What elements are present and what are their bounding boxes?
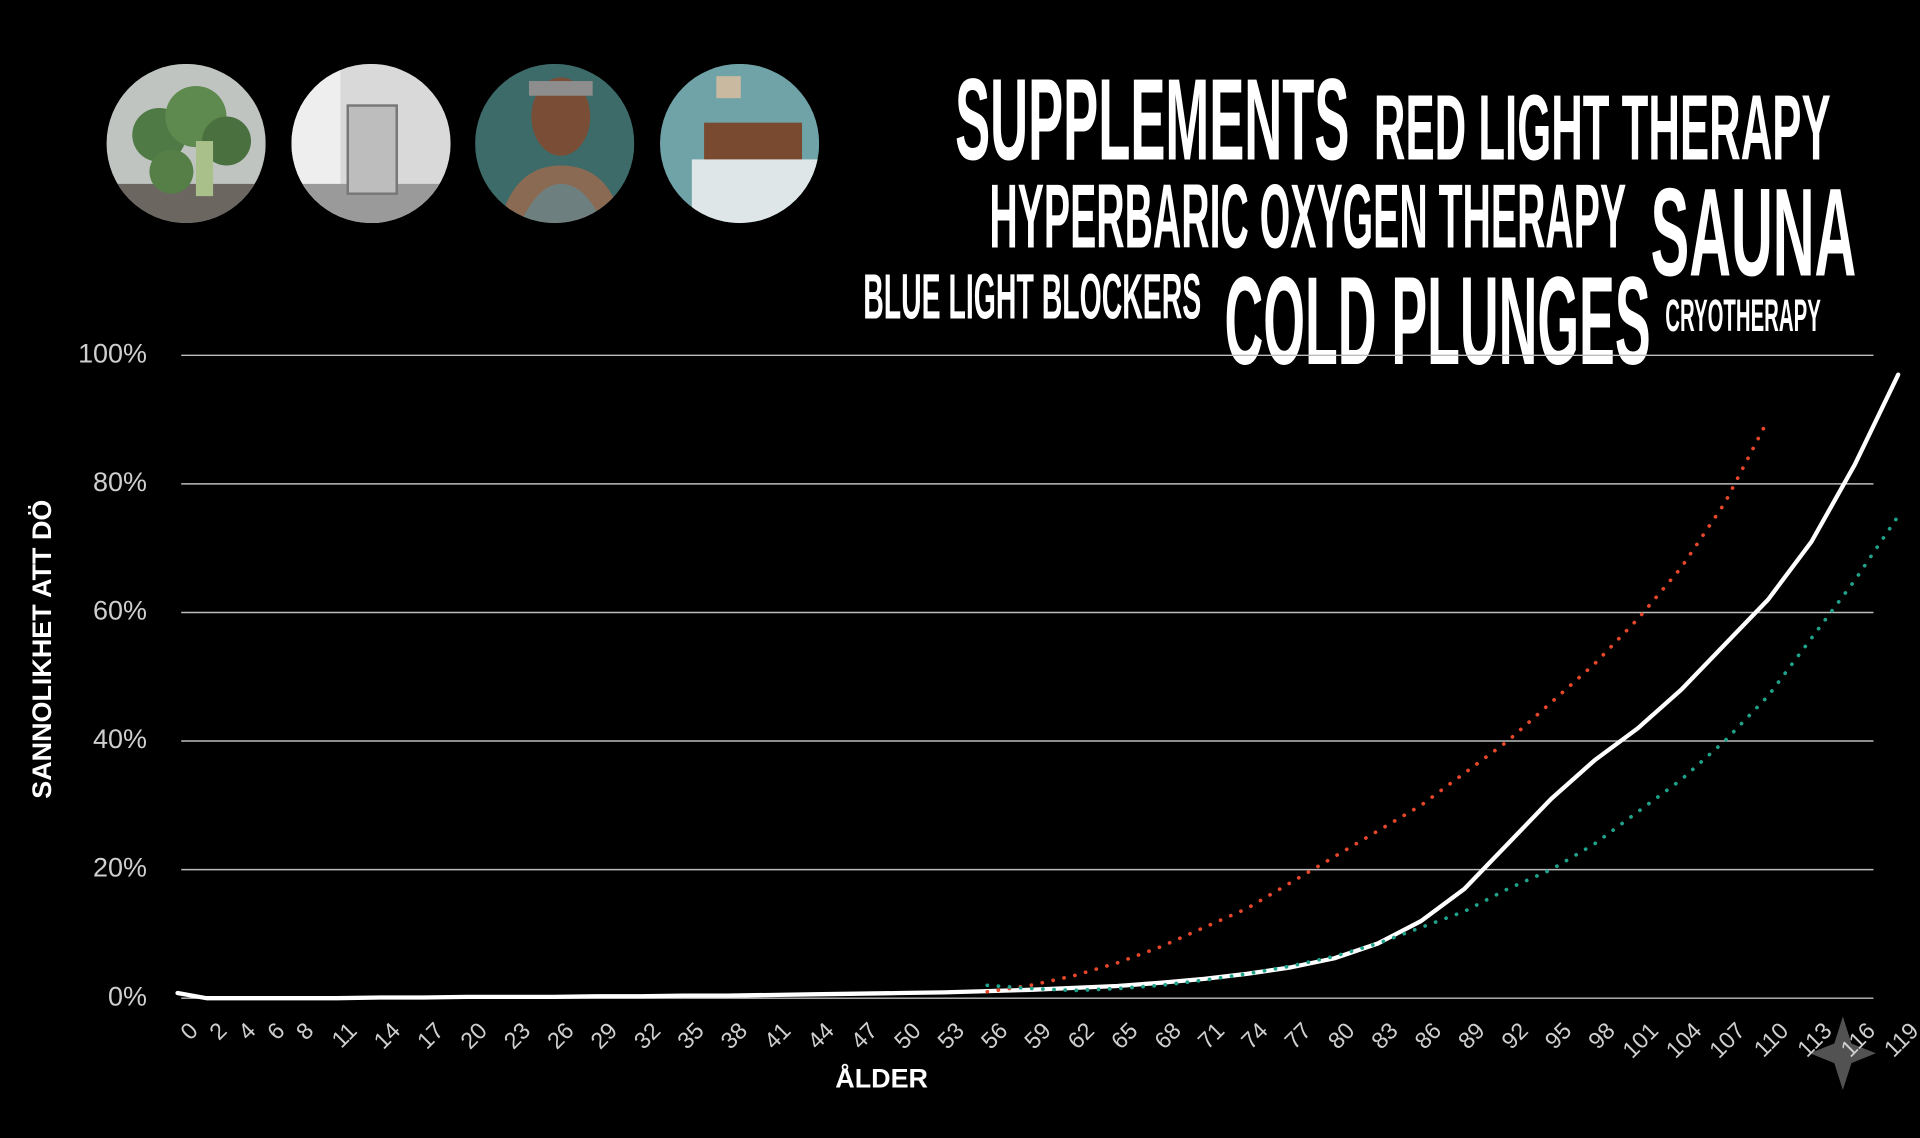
x-tick-label: 14 xyxy=(369,1017,406,1054)
x-tick-label: 17 xyxy=(412,1017,449,1054)
word: CRYOTHERAPY xyxy=(1665,290,1821,341)
x-tick-label: 6 xyxy=(262,1017,290,1045)
y-tick-label: 60% xyxy=(93,596,147,626)
series-line xyxy=(175,372,1901,1001)
y-tick-label: 40% xyxy=(93,724,147,754)
x-tick-label: 20 xyxy=(455,1017,492,1054)
x-tick-label: 44 xyxy=(802,1017,839,1054)
x-tick-label: 53 xyxy=(932,1017,969,1054)
series-line xyxy=(985,417,1770,994)
watermark xyxy=(1809,1016,1876,1091)
word: HYPERBARIC OXYGEN THERAPY xyxy=(989,167,1626,268)
x-tick-label: 56 xyxy=(976,1017,1013,1054)
x-tick-label: 83 xyxy=(1366,1017,1403,1054)
word: RED LIGHT THERAPY xyxy=(1374,75,1831,179)
word-cloud: SUPPLEMENTS RED LIGHT THERAPY HYPERBARIC… xyxy=(863,54,1856,390)
x-tick-label: 2 xyxy=(204,1017,232,1045)
x-tick-label: 11 xyxy=(326,1017,361,1052)
y-tick-label: 80% xyxy=(93,467,147,497)
photo-broccoli xyxy=(106,63,266,224)
x-tick-label: 104 xyxy=(1661,1017,1707,1063)
y-tick-label: 0% xyxy=(108,981,147,1011)
y-tick-label: 100% xyxy=(78,338,147,368)
x-tick-label: 95 xyxy=(1540,1017,1577,1054)
x-axis-title: ÅLDER xyxy=(835,1063,928,1094)
x-tick-label: 65 xyxy=(1106,1017,1143,1054)
x-tick-label: 98 xyxy=(1583,1017,1620,1054)
x-tick-label: 59 xyxy=(1019,1017,1056,1054)
x-tick-label: 0 xyxy=(175,1017,203,1045)
x-tick-label: 62 xyxy=(1063,1017,1100,1054)
x-tick-label: 74 xyxy=(1236,1017,1273,1054)
x-tick-label: 29 xyxy=(585,1017,622,1054)
y-axis-title: SANNOLIKHET ATT DÖ xyxy=(27,500,57,799)
x-tick-label: 92 xyxy=(1496,1017,1533,1054)
x-tick-label: 41 xyxy=(759,1017,796,1054)
x-tick-label: 80 xyxy=(1323,1017,1360,1054)
word: BLUE LIGHT BLOCKERS xyxy=(863,262,1201,333)
x-tick-label: 68 xyxy=(1149,1017,1186,1054)
photo-water-glass xyxy=(291,63,451,224)
x-tick-label: 77 xyxy=(1279,1017,1316,1054)
x-tick-label: 32 xyxy=(629,1017,666,1054)
x-tick-label: 107 xyxy=(1704,1017,1750,1063)
x-tick-label: 50 xyxy=(889,1017,926,1054)
x-tick-label: 4 xyxy=(233,1017,261,1045)
x-tick-label: 71 xyxy=(1193,1017,1230,1054)
word: SAUNA xyxy=(1651,164,1857,303)
x-tick-label: 26 xyxy=(542,1017,579,1054)
x-tick-label: 101 xyxy=(1617,1017,1663,1063)
x-tick-label: 110 xyxy=(1749,1017,1794,1062)
x-tick-label: 47 xyxy=(846,1017,883,1054)
word: COLD PLUNGES xyxy=(1224,252,1650,391)
x-tick-label: 35 xyxy=(672,1017,709,1054)
x-tick-label: 86 xyxy=(1410,1017,1447,1054)
x-tick-label: 89 xyxy=(1453,1017,1490,1054)
x-tick-label: 8 xyxy=(291,1017,319,1045)
x-tick-label: 119 xyxy=(1879,1017,1920,1062)
x-tick-label: 38 xyxy=(716,1017,753,1054)
photo-bedroom xyxy=(660,63,820,224)
y-tick-label: 20% xyxy=(93,853,147,883)
photo-woman xyxy=(475,63,635,224)
series-line xyxy=(985,514,1901,993)
word: SUPPLEMENTS xyxy=(955,54,1349,184)
x-tick-label: 23 xyxy=(499,1017,536,1054)
